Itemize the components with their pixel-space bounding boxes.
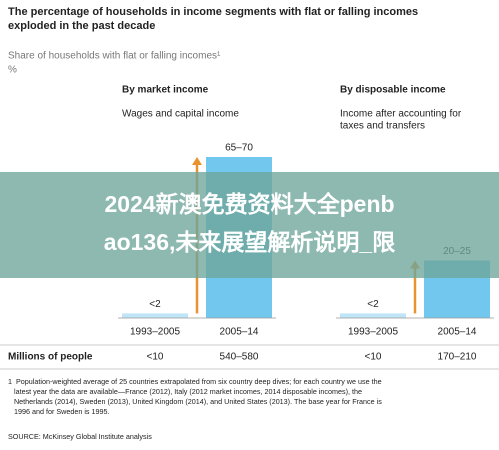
footnote: latest year the data are available—Franc… — [8, 387, 362, 396]
chart-title: The percentage of households in income s… — [8, 6, 418, 18]
people-value: <10 — [147, 352, 164, 363]
x-tick-label: 2005–14 — [438, 327, 477, 338]
bar — [340, 313, 406, 318]
people-value: 170–210 — [438, 352, 477, 363]
chart-title: exploded in the past decade — [8, 20, 155, 32]
panel-subtitle: Wages and capital income — [122, 109, 239, 120]
value-label: 65–70 — [225, 143, 253, 154]
people-value: 540–580 — [220, 352, 259, 363]
panel-subtitle: Income after accounting for — [340, 109, 462, 120]
footnote: Netherlands (2014), Sweden (2013), Unite… — [8, 397, 382, 406]
panel-title: By disposable income — [340, 85, 446, 96]
x-tick-label: 1993–2005 — [348, 327, 398, 338]
x-tick-label: 2005–14 — [220, 327, 259, 338]
bar — [122, 313, 188, 318]
overlay-banner — [0, 172, 499, 278]
chart-subtitle: Share of households with flat or falling… — [8, 51, 221, 62]
overlay-text: 2024新澳免费资料大全penb — [104, 191, 394, 217]
unit: % — [8, 65, 17, 76]
panel-title: By market income — [122, 85, 209, 96]
panel-subtitle: taxes and transfers — [340, 121, 425, 132]
arrow-head — [192, 157, 202, 165]
value-label: <2 — [367, 299, 379, 310]
footnote: 1996 and for Sweden is 1995. — [8, 407, 110, 416]
overlay-text: ao136,未来展望解析说明_限 — [104, 229, 395, 255]
footnote: 1 Population-weighted average of 25 coun… — [8, 377, 382, 386]
people-value: <10 — [365, 352, 382, 363]
x-tick-label: 1993–2005 — [130, 327, 180, 338]
people-label: Millions of people — [8, 352, 93, 363]
source: SOURCE: McKinsey Global Institute analys… — [8, 432, 152, 441]
value-label: <2 — [149, 299, 161, 310]
